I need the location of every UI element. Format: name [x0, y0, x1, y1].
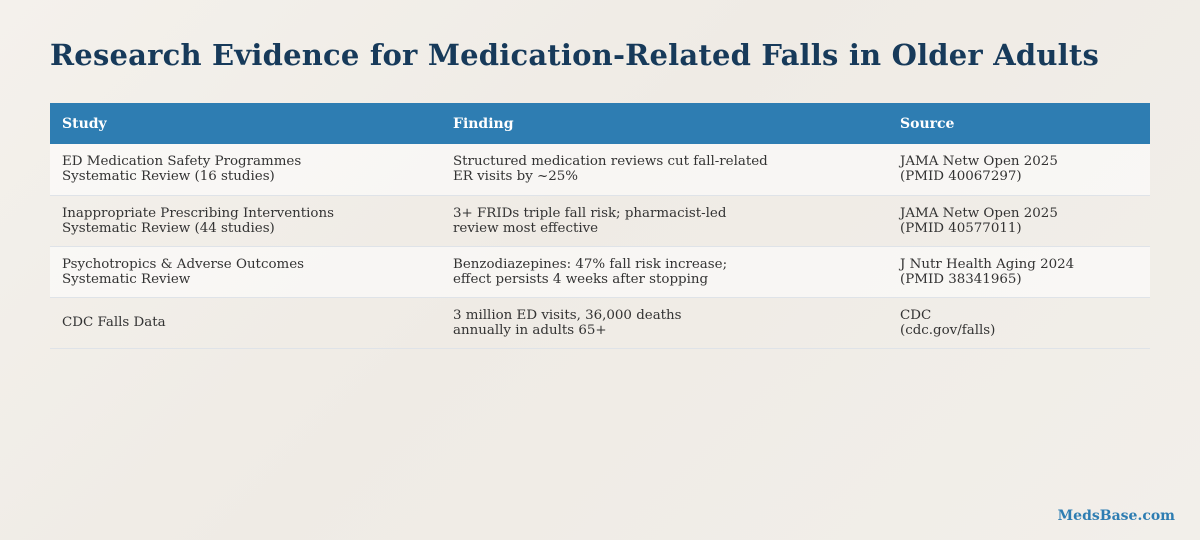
source-cell: JAMA Netw Open 2025 (PMID 40577011) [888, 195, 1150, 246]
study-cell: Psychotropics & Adverse Outcomes Systema… [50, 246, 441, 297]
finding-line: annually in adults 65+ [453, 322, 607, 338]
study-type: Systematic Review [62, 271, 191, 287]
finding-line: ER visits by ~25% [453, 169, 579, 185]
finding-line: 3 million ED visits, 36,000 deaths [453, 307, 682, 323]
source-cell: JAMA Netw Open 2025 (PMID 40067297) [888, 144, 1150, 195]
finding-line: 3+ FRIDs triple fall risk; pharmacist-le… [453, 205, 727, 221]
study-cell: Inappropriate Prescribing Interventions … [50, 195, 441, 246]
study-type: Systematic Review (44 studies) [62, 220, 275, 236]
finding-line: Benzodiazepines: 47% fall risk increase; [453, 256, 728, 272]
finding-line: review most effective [453, 220, 599, 236]
finding-line: Structured medication reviews cut fall-r… [453, 154, 768, 170]
finding-line: effect persists 4 weeks after stopping [453, 271, 709, 287]
finding-cell: 3+ FRIDs triple fall risk; pharmacist-le… [441, 195, 888, 246]
column-header-source: Source [900, 115, 955, 132]
source-reference: (PMID 40577011) [900, 220, 1022, 236]
table-header-row: Study Finding Source [50, 103, 1150, 144]
evidence-table: Study Finding Source ED Medication Safet… [50, 103, 1150, 349]
source-reference: (PMID 40067297) [900, 169, 1022, 185]
column-header-study: Study [62, 115, 107, 132]
study-title: CDC Falls Data [62, 315, 166, 330]
finding-cell: Benzodiazepines: 47% fall risk increase;… [441, 246, 888, 297]
source-journal: JAMA Netw Open 2025 [900, 154, 1058, 170]
study-cell: CDC Falls Data [50, 297, 441, 348]
source-journal: CDC [900, 307, 932, 323]
finding-cell: Structured medication reviews cut fall-r… [441, 144, 888, 195]
table-body: ED Medication Safety Programmes Systemat… [50, 144, 1150, 348]
source-reference: (PMID 38341965) [900, 271, 1022, 287]
column-header-finding: Finding [453, 115, 514, 132]
source-reference: (cdc.gov/falls) [900, 322, 996, 338]
source-journal: J Nutr Health Aging 2024 [900, 256, 1075, 272]
table-row: Psychotropics & Adverse Outcomes Systema… [50, 246, 1150, 297]
finding-cell: 3 million ED visits, 36,000 deaths annua… [441, 297, 888, 348]
table-row: Inappropriate Prescribing Interventions … [50, 195, 1150, 246]
study-title: ED Medication Safety Programmes [62, 154, 302, 170]
source-journal: JAMA Netw Open 2025 [900, 205, 1058, 221]
study-type: Systematic Review (16 studies) [62, 169, 275, 185]
table-row: ED Medication Safety Programmes Systemat… [50, 144, 1150, 195]
brand-logo-text: MedsBase.com [1057, 508, 1175, 524]
study-title: Psychotropics & Adverse Outcomes [62, 256, 304, 272]
study-title: Inappropriate Prescribing Interventions [62, 205, 334, 221]
table-header: Study Finding Source [50, 103, 1150, 144]
page-title: Research Evidence for Medication-Related… [50, 38, 1099, 72]
source-cell: J Nutr Health Aging 2024 (PMID 38341965) [888, 246, 1150, 297]
table-row: CDC Falls Data 3 million ED visits, 36,0… [50, 297, 1150, 348]
study-cell: ED Medication Safety Programmes Systemat… [50, 144, 441, 195]
source-cell: CDC (cdc.gov/falls) [888, 297, 1150, 348]
